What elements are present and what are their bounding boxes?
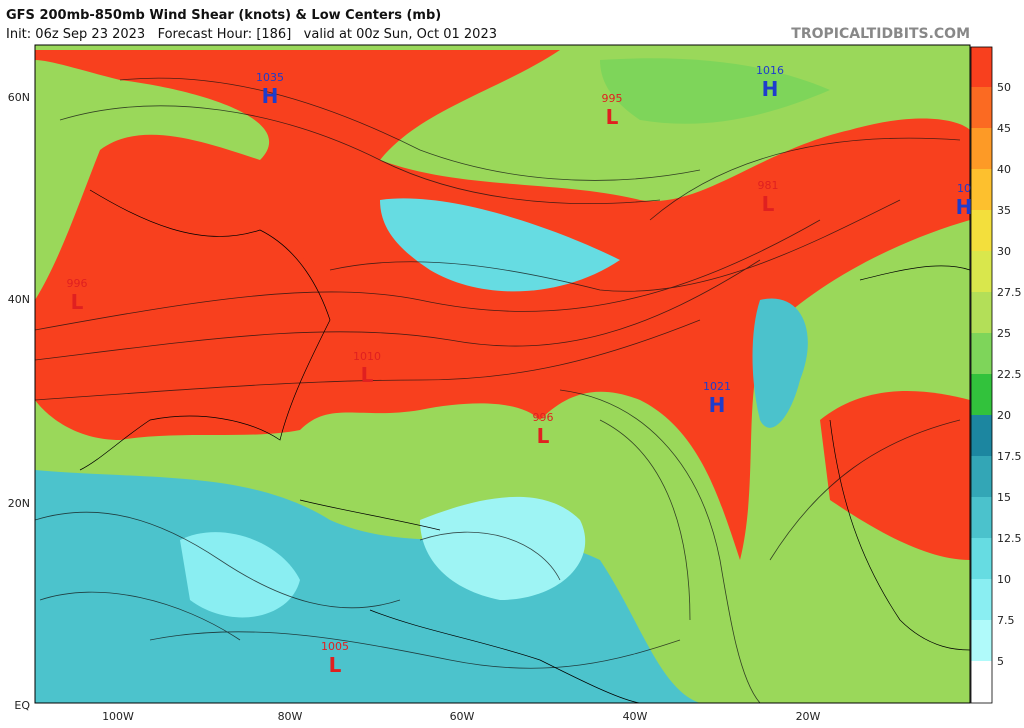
colorbar-band <box>971 661 992 703</box>
center-symbol: L <box>606 105 619 129</box>
center-pressure: 981 <box>758 179 779 192</box>
lon-label: 20W <box>796 710 821 723</box>
colorbar-band <box>971 251 992 292</box>
center-symbol: H <box>709 393 726 417</box>
title: GFS 200mb-850mb Wind Shear (knots) & Low… <box>6 8 441 23</box>
center-pressure: 1010 <box>353 350 381 363</box>
center-pressure: 1021 <box>703 380 731 393</box>
colorbar-band <box>971 374 992 415</box>
colorbar-label: 35 <box>997 204 1011 217</box>
map-frame <box>34 44 971 704</box>
colorbar-label: 45 <box>997 122 1011 135</box>
colorbar-label: 22.5 <box>997 368 1022 381</box>
center-symbol: L <box>762 192 775 216</box>
center-symbol: L <box>361 363 374 387</box>
coastlines <box>79 189 970 703</box>
colorbar-band <box>971 87 992 128</box>
center-pressure: 1035 <box>256 71 284 84</box>
center-pressure: 1016 <box>756 64 784 77</box>
colorbar-band <box>971 333 992 374</box>
colorbar-band <box>971 538 992 579</box>
colorbar-label: 10 <box>997 573 1011 586</box>
lon-label: 100W <box>102 710 134 723</box>
lat-label: 40N <box>8 293 30 306</box>
colorbar-label: 15 <box>997 491 1011 504</box>
colorbar-label: 5 <box>997 655 1004 668</box>
colorbar-band <box>971 47 992 87</box>
colorbar-label: 7.5 <box>997 614 1015 627</box>
lon-label: 40W <box>623 710 648 723</box>
center-pressure: 996 <box>67 277 88 290</box>
high-shear-region <box>300 238 800 369</box>
streamlines <box>35 77 961 703</box>
colorbar-label: 17.5 <box>997 450 1022 463</box>
colorbar-label: 30 <box>997 245 1011 258</box>
center-pressure: 10 <box>957 182 971 195</box>
center-symbol: H <box>762 77 779 101</box>
center-symbol: H <box>956 195 973 219</box>
colorbar-label: 12.5 <box>997 532 1022 545</box>
lat-label: EQ <box>14 699 30 712</box>
colorbar-label: 50 <box>997 81 1011 94</box>
center-symbol: L <box>71 290 84 314</box>
colorbar-label: 20 <box>997 409 1011 422</box>
colorbar-band <box>971 292 992 333</box>
colorbar-band <box>971 497 992 538</box>
lat-label: 20N <box>8 497 30 510</box>
colorbar-band <box>971 579 992 620</box>
center-symbol: H <box>262 84 279 108</box>
center-pressure: 995 <box>602 92 623 105</box>
low-shear-region <box>752 298 808 428</box>
colorbar-band <box>971 620 992 661</box>
colorbar-label: 25 <box>997 327 1011 340</box>
colorbar-band <box>971 169 992 210</box>
moderate-shear-region <box>600 58 830 124</box>
center-pressure: 996 <box>533 411 554 424</box>
low-shear-region <box>420 496 586 600</box>
center-symbol: L <box>537 424 550 448</box>
colorbar-band <box>971 415 992 456</box>
colorbar-band <box>971 128 992 169</box>
high-shear-region <box>820 391 970 560</box>
credit: TROPICALTIDBITS.COM <box>791 26 970 42</box>
colorbar-band <box>971 210 992 251</box>
lon-label: 60W <box>450 710 475 723</box>
low-shear-region <box>380 198 620 292</box>
colorbar-label: 40 <box>997 163 1011 176</box>
lon-label: 80W <box>278 710 303 723</box>
center-pressure: 1005 <box>321 640 349 653</box>
subtitle: Init: 06z Sep 23 2023 Forecast Hour: [18… <box>6 27 497 42</box>
lat-label: 60N <box>8 91 30 104</box>
colorbar-band <box>971 456 992 497</box>
map <box>35 45 970 703</box>
colorbar-frame <box>970 46 993 704</box>
center-symbol: L <box>329 653 342 677</box>
low-shear-region <box>35 470 700 703</box>
colorbar-label: 27.5 <box>997 286 1022 299</box>
